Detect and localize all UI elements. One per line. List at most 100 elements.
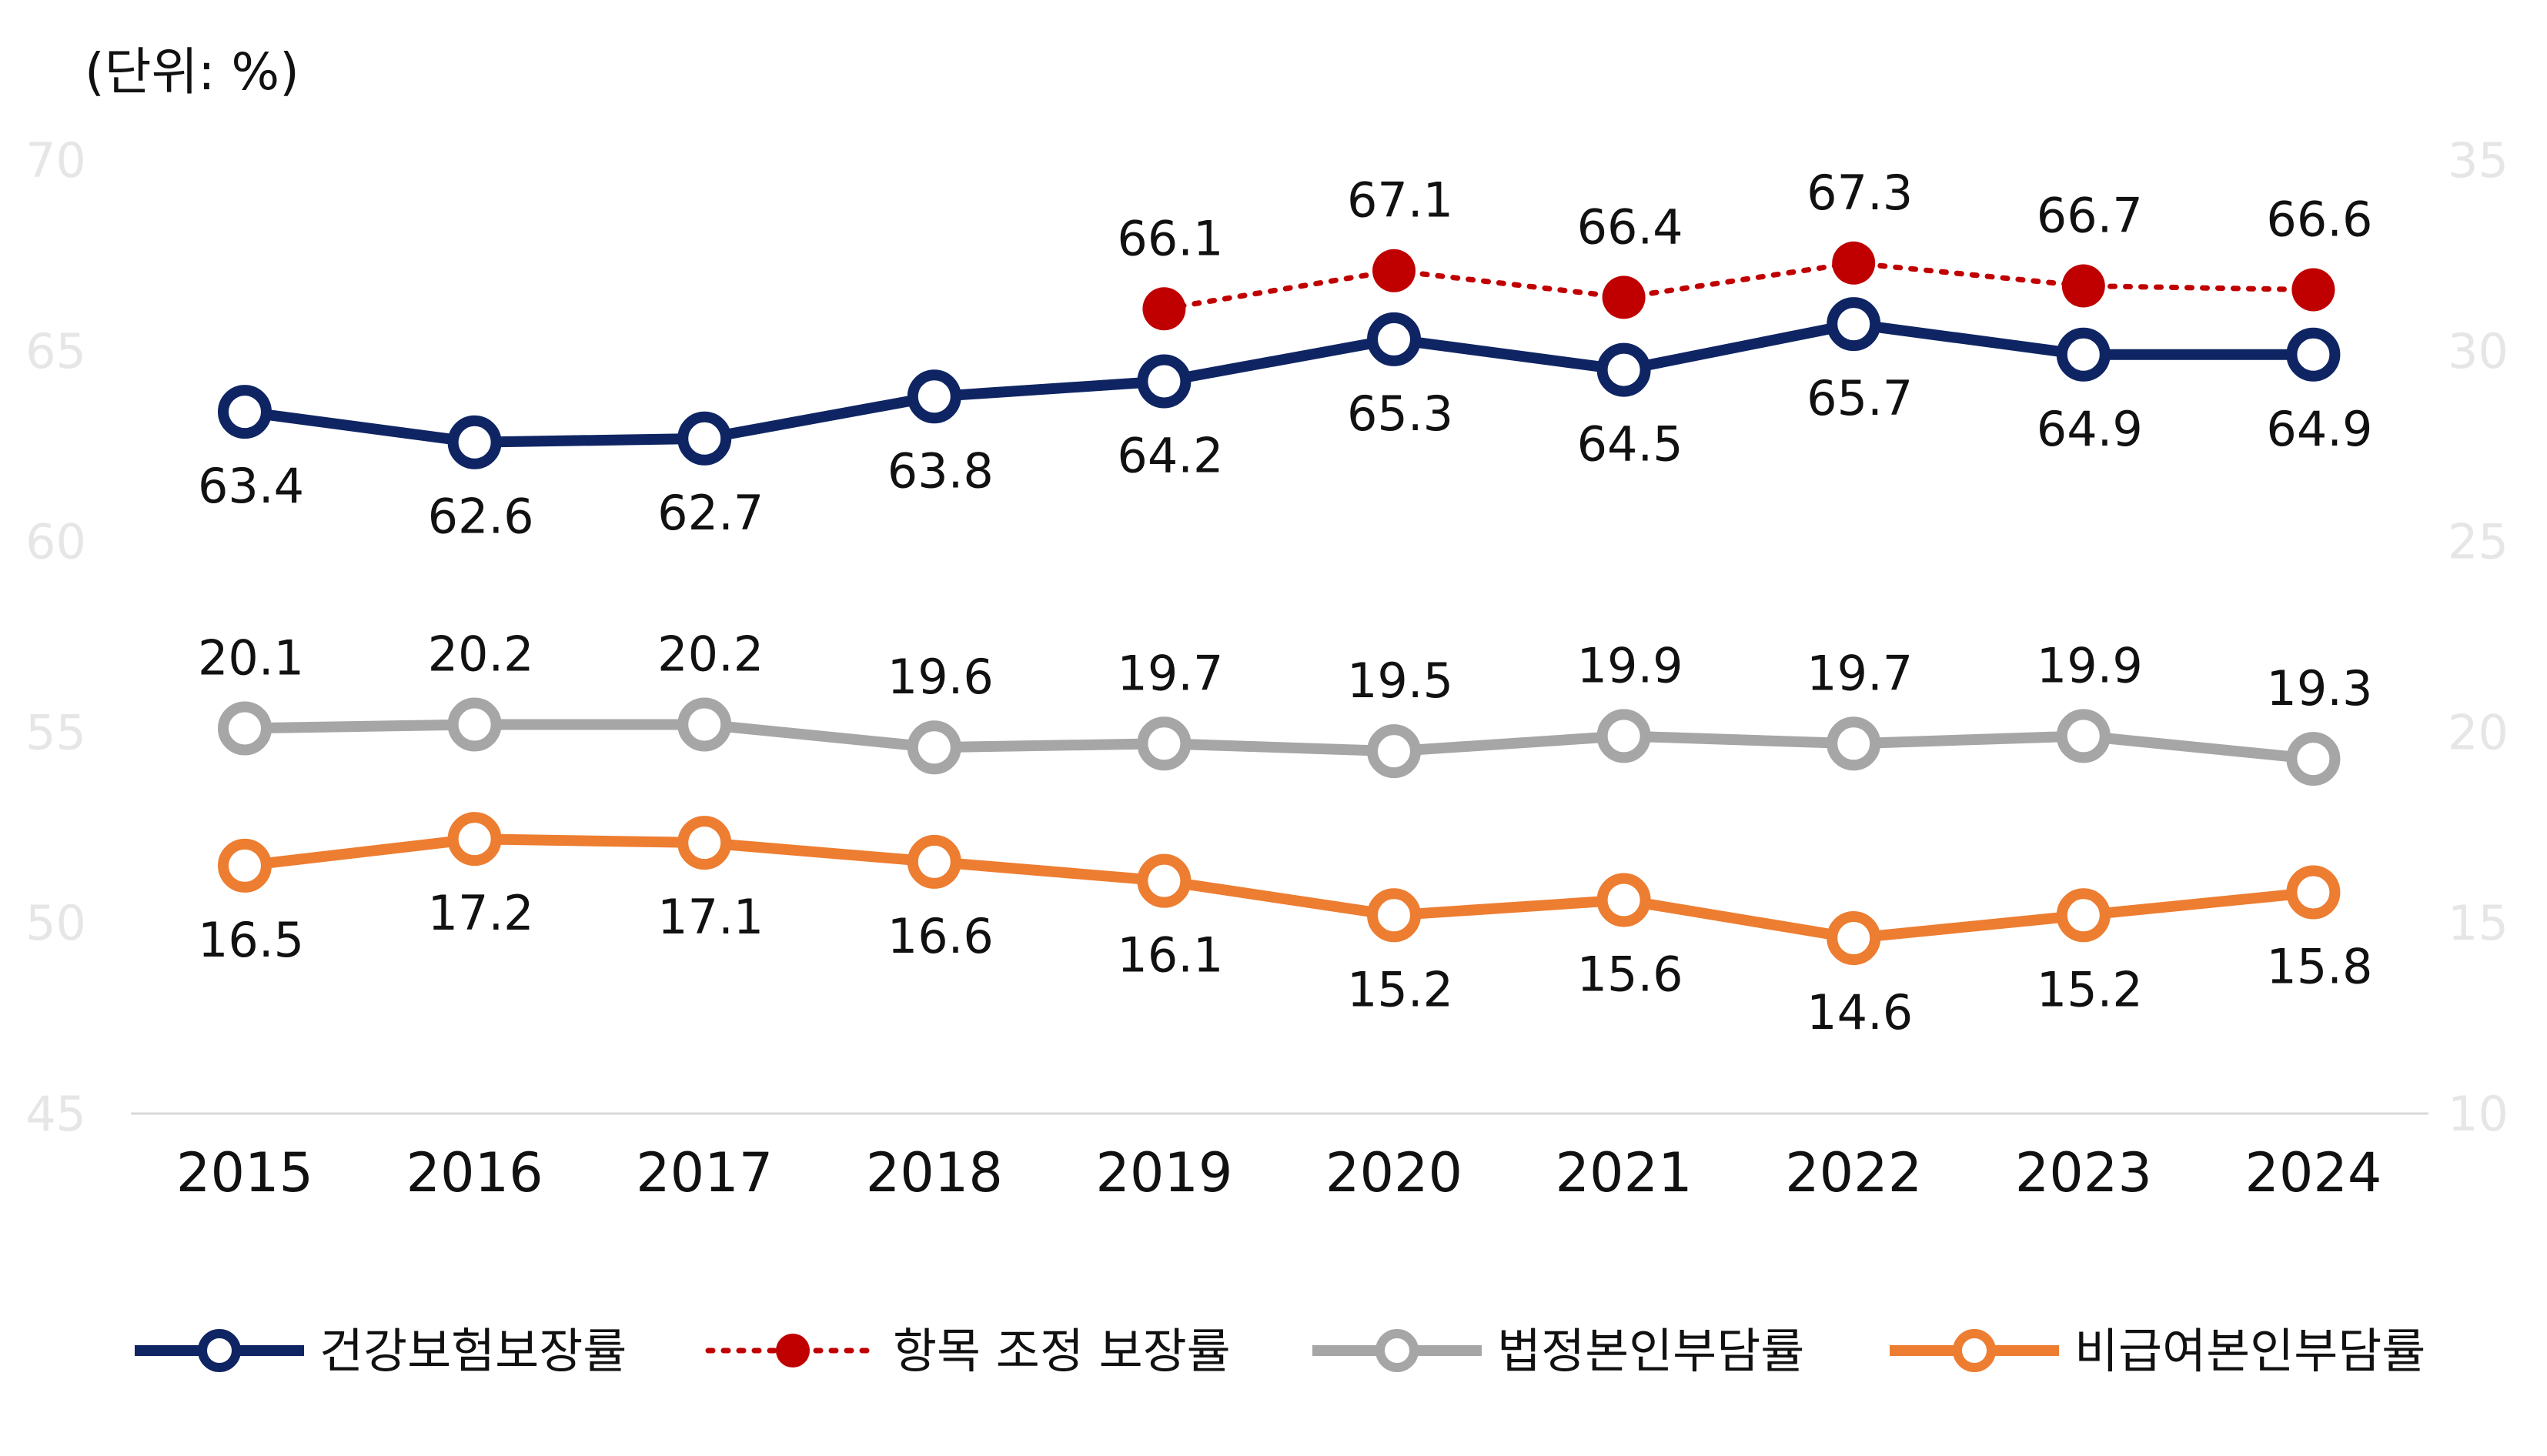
legend-swatch-marker: [776, 1334, 810, 1368]
series-point: [1602, 276, 1646, 319]
data-label: 19.6: [887, 649, 994, 705]
data-label: 19.9: [2037, 637, 2143, 693]
series-point: [1142, 287, 1186, 331]
left-axis-tick: 70: [25, 132, 86, 189]
legend-label: 건강보험보장률: [319, 1323, 627, 1379]
series-point: [447, 415, 502, 469]
x-axis-tick: 2020: [1325, 1141, 1462, 1204]
series-point: [677, 411, 732, 466]
left-axis-tick: 55: [25, 704, 86, 760]
data-label: 63.4: [198, 458, 304, 514]
legend-label: 항목 조정 보장률: [893, 1323, 1231, 1379]
data-label: 19.5: [1347, 653, 1453, 709]
data-label: 67.1: [1347, 172, 1453, 229]
series-point: [2061, 264, 2105, 308]
series-point: [1596, 342, 1651, 397]
series-point: [2286, 865, 2341, 920]
data-label: 66.4: [1577, 199, 1683, 255]
right-axis-tick: 10: [2448, 1086, 2509, 1142]
data-label: 17.1: [657, 889, 764, 945]
legend-label: 비급여본인부담률: [2074, 1323, 2425, 1379]
series-point: [1596, 873, 1651, 927]
series-point: [447, 697, 502, 752]
x-axis-tick: 2015: [176, 1141, 313, 1204]
legend-swatch-marker: [1953, 1329, 1996, 1372]
series-point: [677, 816, 732, 870]
series-point: [1832, 241, 1876, 285]
data-label: 20.2: [428, 626, 534, 682]
series-point: [2056, 709, 2111, 763]
data-label: 65.3: [1347, 386, 1453, 442]
data-label: 20.2: [657, 626, 764, 682]
data-label: 64.9: [2037, 401, 2143, 457]
data-label: 15.2: [2037, 961, 2143, 1017]
data-label: 16.6: [887, 908, 994, 964]
series-point: [1367, 312, 1421, 366]
series-point: [2056, 888, 2111, 943]
left-axis-tick: 50: [25, 895, 86, 951]
series-point: [1137, 853, 1192, 908]
series-point: [2291, 268, 2335, 312]
data-label: 64.2: [1117, 427, 1223, 483]
series-point: [218, 385, 272, 439]
data-label: 67.3: [1807, 165, 1913, 221]
data-label: 64.5: [1577, 416, 1683, 473]
right-axis-tick: 20: [2448, 704, 2509, 760]
series-point: [1137, 354, 1192, 409]
series-point: [1137, 716, 1192, 771]
data-label: 20.1: [198, 629, 304, 686]
right-axis-tick: 30: [2448, 323, 2509, 379]
series-point: [907, 369, 961, 424]
series-point: [1367, 724, 1421, 779]
series-line: [244, 833, 2315, 943]
right-axis-tick: 35: [2448, 132, 2509, 189]
data-label: 62.6: [428, 489, 534, 545]
data-label: 19.3: [2266, 660, 2372, 716]
data-label: 19.7: [1117, 645, 1223, 701]
series-line: [244, 719, 2315, 765]
x-axis-tick: 2019: [1095, 1141, 1232, 1204]
series-line: [1161, 260, 2316, 312]
x-axis-tick: 2021: [1556, 1141, 1693, 1204]
series-point: [1596, 709, 1651, 763]
legend-swatch-marker: [1375, 1329, 1419, 1372]
x-axis-tick: 2018: [866, 1141, 1003, 1204]
x-axis-tick: 2022: [1785, 1141, 1922, 1204]
data-label: 65.7: [1807, 370, 1913, 426]
data-label: 16.5: [198, 912, 304, 968]
series-line: [244, 319, 2314, 448]
series-point: [2056, 327, 2111, 382]
left-axis-tick: 60: [25, 514, 86, 570]
series-point: [1827, 716, 1881, 771]
series-point: [2286, 732, 2341, 786]
series-point: [1367, 888, 1421, 943]
legend-label: 법정본인부담률: [1497, 1323, 1804, 1379]
right-axis-tick: 15: [2448, 895, 2509, 951]
x-axis-tick: 2017: [636, 1141, 773, 1204]
left-axis-tick: 45: [25, 1086, 86, 1142]
data-label: 17.2: [428, 885, 534, 941]
data-label: 15.2: [1347, 961, 1453, 1017]
series-point: [907, 834, 961, 889]
series-point: [218, 701, 272, 756]
data-label: 19.9: [1577, 637, 1683, 693]
x-axis-tick: 2016: [406, 1141, 543, 1204]
series-point: [907, 720, 961, 775]
data-label: 66.6: [2266, 192, 2372, 248]
legend-swatch-marker: [198, 1329, 241, 1372]
series-point: [2286, 327, 2341, 382]
data-label: 63.8: [887, 442, 994, 499]
x-axis-tick: 2023: [2015, 1141, 2152, 1204]
data-label: 14.6: [1807, 984, 1913, 1040]
data-label: 15.8: [2266, 939, 2372, 995]
series-point: [1372, 249, 1416, 292]
x-axis-tick: 2024: [2245, 1141, 2382, 1204]
data-label: 15.6: [1577, 946, 1683, 1002]
series-point: [1827, 297, 1881, 352]
right-axis-tick: 25: [2448, 514, 2509, 570]
left-axis-tick: 65: [25, 323, 86, 379]
series-point: [218, 838, 272, 893]
series-point: [1827, 911, 1881, 966]
